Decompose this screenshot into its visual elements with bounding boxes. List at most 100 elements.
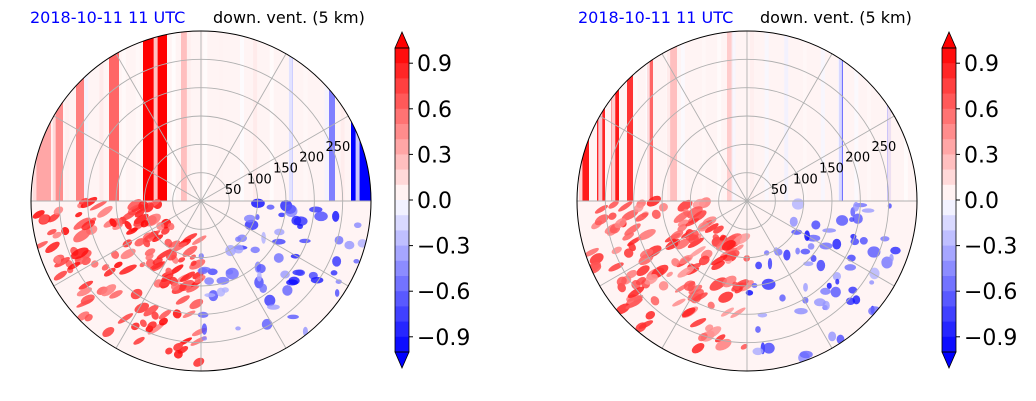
field-blob bbox=[151, 311, 159, 320]
field-blob bbox=[76, 311, 90, 321]
field-blob bbox=[711, 260, 725, 271]
field-band bbox=[135, 31, 140, 201]
field-blob bbox=[848, 286, 858, 294]
field-stripe bbox=[727, 31, 733, 201]
field-blob bbox=[225, 267, 239, 280]
field-blob bbox=[608, 212, 617, 220]
colorbar-level bbox=[395, 154, 409, 171]
field-blob bbox=[686, 206, 703, 219]
field-blob bbox=[779, 294, 786, 302]
field-blob bbox=[692, 292, 708, 302]
field-blob bbox=[794, 307, 808, 315]
field-band bbox=[288, 31, 293, 201]
field-blob bbox=[244, 219, 259, 231]
field-blob bbox=[309, 206, 323, 213]
field-blob bbox=[261, 318, 273, 330]
field-blob bbox=[216, 287, 226, 297]
colorbar-level bbox=[942, 154, 956, 171]
field-blob bbox=[721, 240, 736, 251]
field-blob bbox=[134, 209, 145, 218]
colorbar-level bbox=[942, 230, 956, 247]
field-blob bbox=[167, 222, 175, 231]
colorbar-level bbox=[395, 230, 409, 247]
colorbar: 0.9 0.6 0.3 0.0 −0.3 −0.6 −0.9 bbox=[394, 31, 470, 369]
colorbar-level bbox=[395, 78, 409, 95]
colorbar-level bbox=[942, 63, 956, 79]
field-blob bbox=[165, 347, 173, 355]
field-stripe bbox=[329, 31, 335, 201]
angular-gridline bbox=[746, 115, 895, 202]
field-blob bbox=[175, 295, 190, 305]
field-blob bbox=[53, 270, 68, 281]
field-blob bbox=[822, 228, 837, 233]
field-blob bbox=[259, 283, 268, 293]
colorbar-level bbox=[942, 276, 956, 292]
field-blob bbox=[799, 350, 813, 359]
radial-tick-label: 50 bbox=[771, 183, 788, 198]
field-blob bbox=[764, 250, 770, 256]
angular-gridline bbox=[200, 53, 287, 202]
angular-gridline bbox=[200, 200, 349, 287]
field-blob bbox=[161, 273, 174, 283]
field-band bbox=[802, 31, 807, 201]
field-blob bbox=[685, 218, 700, 227]
field-band bbox=[240, 31, 245, 201]
polar-chart-left: 2018-10-11 11 UTC down. vent. (5 km) 50 1… bbox=[30, 8, 470, 372]
field-blob bbox=[233, 244, 244, 254]
colorbar-level bbox=[395, 245, 409, 262]
chart-title-left-date: 2018-10-11 11 UTC bbox=[578, 8, 733, 27]
field-blob bbox=[715, 338, 732, 351]
field-blob bbox=[713, 225, 724, 234]
field-blob bbox=[709, 277, 727, 291]
field-blob bbox=[589, 253, 604, 265]
field-blob bbox=[189, 298, 204, 310]
colorbar-level bbox=[395, 108, 409, 125]
field-blob bbox=[332, 210, 340, 222]
field-blob bbox=[755, 261, 763, 270]
field-blob bbox=[611, 246, 622, 255]
field-blob bbox=[852, 213, 863, 224]
field-blob bbox=[732, 233, 751, 245]
field-blob bbox=[109, 290, 123, 299]
field-band bbox=[820, 31, 825, 201]
field-blob bbox=[651, 209, 661, 219]
field-blob bbox=[274, 228, 285, 236]
colorbar-level bbox=[395, 215, 409, 231]
radial-tick-label: 150 bbox=[273, 161, 298, 176]
field-blob bbox=[594, 204, 609, 214]
angular-gridline bbox=[746, 200, 833, 349]
field-blob bbox=[637, 228, 656, 241]
field-blob bbox=[152, 234, 164, 243]
field-blob bbox=[139, 319, 147, 328]
field-blob bbox=[783, 249, 791, 261]
field-blob bbox=[284, 204, 297, 214]
field-blob bbox=[852, 201, 860, 212]
field-band bbox=[701, 31, 706, 201]
field-blob bbox=[89, 200, 107, 211]
field-stripe bbox=[647, 31, 653, 201]
field-blob bbox=[287, 314, 299, 320]
field-blob bbox=[54, 255, 62, 264]
field-blob bbox=[314, 211, 328, 222]
field-blob bbox=[80, 196, 98, 209]
radial-tick-label: 250 bbox=[325, 140, 350, 155]
field-blob bbox=[732, 281, 740, 291]
colorbar-tick-label: 0.6 bbox=[417, 98, 452, 123]
field-blob bbox=[204, 293, 216, 298]
field-blob bbox=[763, 342, 775, 354]
field-blob bbox=[235, 236, 241, 242]
field-band bbox=[633, 31, 638, 201]
field-blob bbox=[295, 269, 306, 276]
angular-gridline bbox=[746, 200, 895, 287]
field-blob bbox=[690, 318, 707, 328]
field-blob bbox=[111, 250, 120, 259]
field-blob bbox=[161, 227, 170, 235]
field-blob bbox=[310, 276, 324, 284]
field-band bbox=[303, 31, 308, 201]
field-blob bbox=[712, 234, 720, 242]
field-blob bbox=[143, 230, 161, 240]
field-band bbox=[153, 31, 158, 201]
field-blob bbox=[73, 228, 91, 243]
field-blob bbox=[52, 231, 62, 239]
